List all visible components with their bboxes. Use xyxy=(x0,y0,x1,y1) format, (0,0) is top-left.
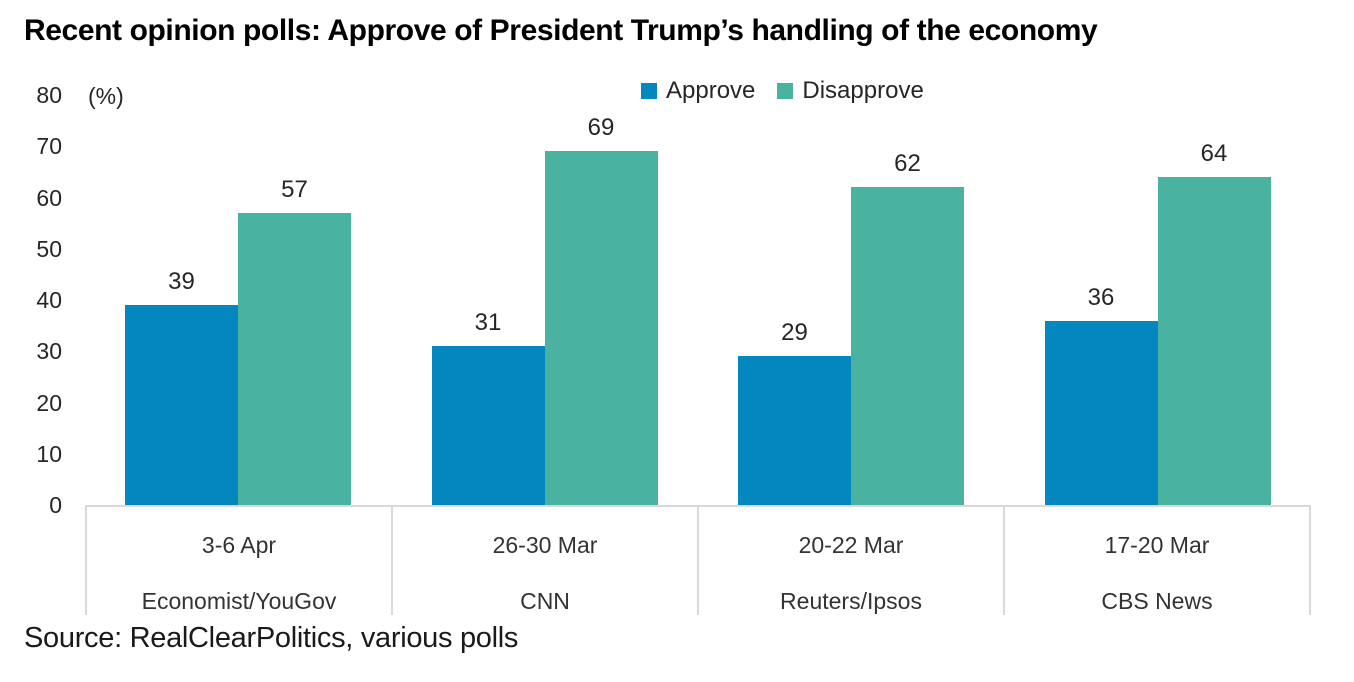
bar-disapprove xyxy=(238,212,351,505)
bar-value-label: 31 xyxy=(474,309,502,337)
bar-value-label: 36 xyxy=(1087,283,1115,311)
legend-item-disapprove: Disapprove xyxy=(777,77,924,105)
legend-swatch-icon xyxy=(777,83,794,99)
category-axis-band: 3-6 Apr Economist/YouGov 26-30 Mar CNN 20-22… xyxy=(85,505,1311,615)
y-axis-tick-label: 10 xyxy=(36,440,62,467)
bar-approve xyxy=(1044,320,1158,505)
category-date-label: 26-30 Mar xyxy=(492,532,598,558)
y-axis-unit-label: (%) xyxy=(88,83,124,109)
chart-legend: Approve Disapprove xyxy=(641,77,924,105)
y-axis-tick-label: 20 xyxy=(36,389,62,416)
y-axis-tick-label: 30 xyxy=(36,338,62,365)
bar-value-label: 57 xyxy=(281,175,308,203)
plot-area: 39 57 31 69 29 62 36 64 xyxy=(85,95,1311,505)
bar-value-label: 62 xyxy=(894,150,921,178)
category-cell: 3-6 Apr Economist/YouGov xyxy=(87,507,393,615)
category-cell: 26-30 Mar CNN xyxy=(393,507,699,615)
bar-approve xyxy=(125,305,238,505)
y-axis-tick-label: 60 xyxy=(36,184,62,211)
bar-approve xyxy=(431,346,545,505)
category-pollster-label: Reuters/Ipsos xyxy=(780,588,922,614)
y-axis-tick-label: 70 xyxy=(36,133,62,160)
y-axis-tick-label: 0 xyxy=(49,492,62,518)
bar-disapprove xyxy=(851,187,964,505)
category-date-label: 17-20 Mar xyxy=(1104,532,1210,558)
category-cell: 20-22 Mar Reuters/Ipsos xyxy=(699,507,1005,615)
category-date-label: 20-22 Mar xyxy=(798,532,904,558)
bar-disapprove xyxy=(1157,177,1271,505)
category-pollster-label: Economist/YouGov xyxy=(141,588,337,614)
category-cell: 17-20 Mar CBS News xyxy=(1005,507,1311,615)
legend-item-approve: Approve xyxy=(641,77,755,105)
y-axis-tick-label: 50 xyxy=(36,235,62,262)
bar-disapprove xyxy=(544,151,658,505)
legend-label: Approve xyxy=(666,77,756,104)
chart-title: Recent opinion polls: Approve of Preside… xyxy=(24,14,1098,47)
bar-value-label: 69 xyxy=(587,114,615,142)
source-note: Source: RealClearPolitics, various polls xyxy=(24,622,519,654)
category-pollster-label: CBS News xyxy=(1101,588,1213,614)
bar-value-label: 29 xyxy=(781,319,808,347)
category-date-label: 3-6 Apr xyxy=(201,532,277,558)
legend-label: Disapprove xyxy=(802,77,924,104)
y-axis-tick-label: 80 xyxy=(36,82,62,108)
bar-value-label: 39 xyxy=(168,268,195,296)
bar-approve xyxy=(738,356,851,505)
y-axis-tick-label: 40 xyxy=(36,287,62,313)
legend-swatch-icon xyxy=(641,83,657,99)
bar-value-label: 64 xyxy=(1200,140,1228,167)
category-pollster-label: CNN xyxy=(520,588,570,614)
